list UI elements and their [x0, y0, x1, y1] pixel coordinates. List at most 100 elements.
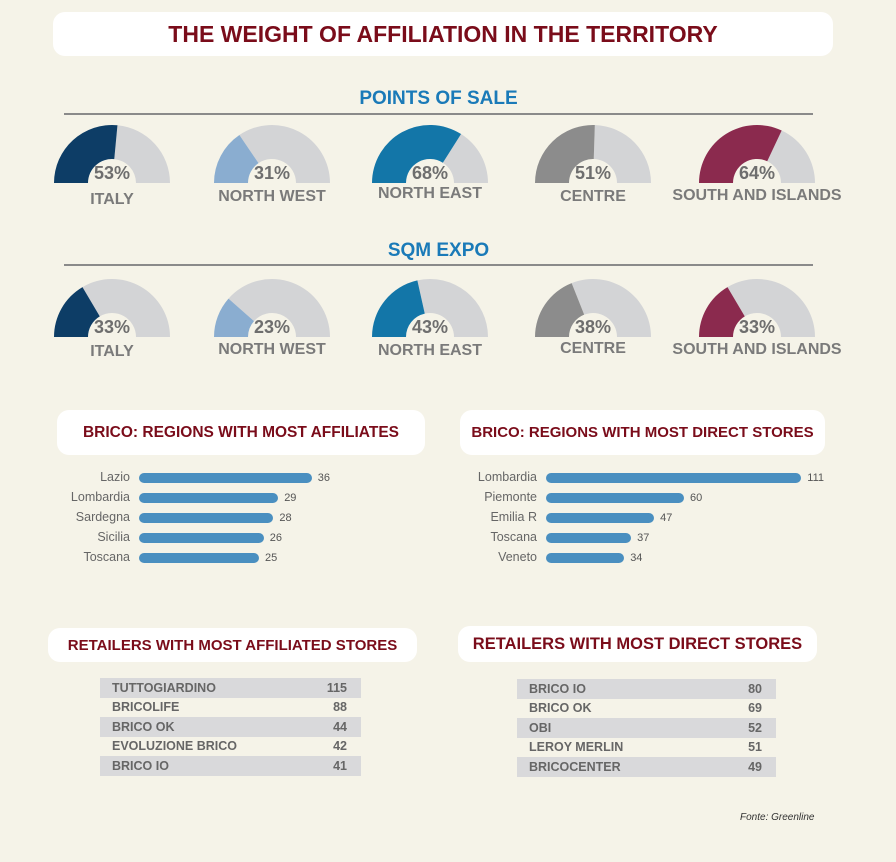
gauge-percent: 51%	[574, 163, 612, 183]
retailer-name: BRICO OK	[529, 701, 592, 716]
bar-value: 29	[284, 492, 297, 504]
gauge-fill	[372, 124, 462, 183]
gauge-fill	[535, 125, 595, 183]
table-row: TUTTOGIARDINO 115	[100, 678, 361, 698]
gauge-label: SOUTH AND ISLANDS	[672, 341, 842, 358]
bar-value: 60	[690, 492, 703, 504]
store-count: 49	[748, 759, 762, 774]
bar	[139, 533, 264, 543]
main-title: THE WEIGHT OF AFFILIATION IN THE TERRITO…	[53, 12, 833, 56]
divider	[64, 264, 813, 266]
divider	[64, 113, 813, 115]
gauge-track	[239, 125, 330, 183]
gauge-percent: 33%	[738, 317, 776, 337]
store-count: 88	[333, 700, 347, 715]
gauge-percent: 31%	[253, 163, 291, 183]
bar-value: 28	[279, 512, 292, 524]
gauge-percent: 23%	[253, 317, 291, 337]
store-count: 80	[748, 681, 762, 696]
gauge-fill	[699, 287, 745, 337]
gauge-label: NORTH WEST	[218, 341, 326, 358]
gauge	[535, 279, 651, 337]
gauge	[214, 279, 330, 337]
gauge-track	[727, 279, 815, 337]
bar	[546, 553, 625, 563]
direct-retailers-title: RETAILERS WITH MOST DIRECT STORES	[458, 626, 817, 662]
bar	[139, 493, 279, 503]
gauge	[372, 124, 488, 183]
store-count: 52	[748, 720, 762, 735]
bar	[546, 493, 684, 503]
gauge-percent: 43%	[411, 317, 449, 337]
bar-label: Sicilia	[97, 530, 130, 544]
table-row: BRICO IO 41	[100, 756, 361, 776]
store-count: 41	[333, 758, 347, 773]
table-row: BRICO OK 69	[517, 698, 776, 718]
table-row: LEROY MERLIN 51	[517, 737, 776, 757]
bar	[139, 553, 259, 563]
retailer-name: EVOLUZIONE BRICO	[112, 739, 238, 754]
store-count: 42	[333, 739, 347, 754]
retailer-name: TUTTOGIARDINO	[112, 680, 216, 695]
bar-label: Lazio	[100, 470, 130, 484]
bar	[546, 533, 632, 543]
bar-value: 111	[807, 472, 825, 484]
gauge-label: ITALY	[90, 191, 134, 208]
gauge-track	[571, 279, 651, 337]
bar-label: Emilia R	[490, 510, 537, 524]
affiliated-retailers-title: RETAILERS WITH MOST AFFILIATED STORES	[48, 628, 417, 662]
store-count: 115	[326, 680, 347, 695]
gauge-track	[417, 279, 488, 337]
direct-regions-title: BRICO: REGIONS WITH MOST DIRECT STORES	[460, 410, 825, 455]
affiliated-retailers-table: TUTTOGIARDINO 115 BRICOLIFE 88 BRICO OK 44 EVO…	[100, 678, 361, 776]
table-row: EVOLUZIONE BRICO 42	[100, 736, 361, 756]
gauge-fill	[214, 298, 254, 337]
bar	[546, 473, 802, 483]
gauge-percent: 64%	[738, 163, 776, 183]
bar-value: 26	[269, 532, 283, 544]
gauge-label: NORTH EAST	[378, 342, 482, 359]
store-count: 51	[748, 740, 762, 755]
retailer-name: OBI	[529, 720, 552, 735]
gauge-fill	[535, 283, 585, 337]
gauge-percent: 33%	[93, 317, 131, 337]
gauge-fill	[699, 125, 782, 183]
store-count: 69	[748, 701, 762, 716]
bar-label: Piemonte	[484, 490, 537, 504]
bar-label: Lombardia	[477, 470, 537, 484]
retailer-name: BRICO OK	[112, 719, 175, 734]
gauge-fill	[54, 287, 100, 337]
gauge-label: SOUTH AND ISLANDS	[672, 187, 842, 204]
bar-value: 37	[637, 532, 650, 544]
bar	[546, 513, 655, 523]
table-row: BRICO IO 80	[517, 679, 776, 699]
bar-label: Veneto	[498, 550, 537, 564]
bar-label: Toscana	[83, 550, 130, 564]
store-count: 44	[333, 719, 347, 734]
gauge-label: CENTRE	[560, 340, 626, 357]
gauge	[699, 125, 815, 183]
gauge-label: NORTH WEST	[218, 188, 326, 205]
bar-value: 36	[317, 472, 331, 484]
points-of-sale-heading: POINTS OF SALE	[359, 88, 518, 109]
gauge	[699, 279, 815, 337]
gauge-track	[114, 125, 170, 183]
bar-label: Sardegna	[75, 510, 130, 524]
gauge-percent: 53%	[93, 163, 131, 183]
table-row: OBI 52	[517, 718, 776, 738]
gauge-track	[767, 130, 815, 183]
gauge	[535, 125, 651, 183]
gauge	[54, 125, 170, 183]
affiliates-regions-title: BRICO: REGIONS WITH MOST AFFILIATES	[57, 410, 425, 455]
gauge-label: NORTH EAST	[378, 185, 482, 202]
gauge	[372, 279, 488, 337]
gauge-fill	[372, 280, 425, 337]
retailer-name: BRICOLIFE	[112, 700, 180, 715]
gauge-fill	[54, 125, 118, 183]
table-row: BRICO OK 44	[100, 717, 361, 737]
retailer-name: BRICO IO	[529, 681, 586, 696]
gauge-track	[82, 279, 170, 337]
bar-label: Toscana	[490, 530, 537, 544]
bar-label: Lombardia	[70, 490, 130, 504]
bar-value: 25	[265, 552, 278, 564]
